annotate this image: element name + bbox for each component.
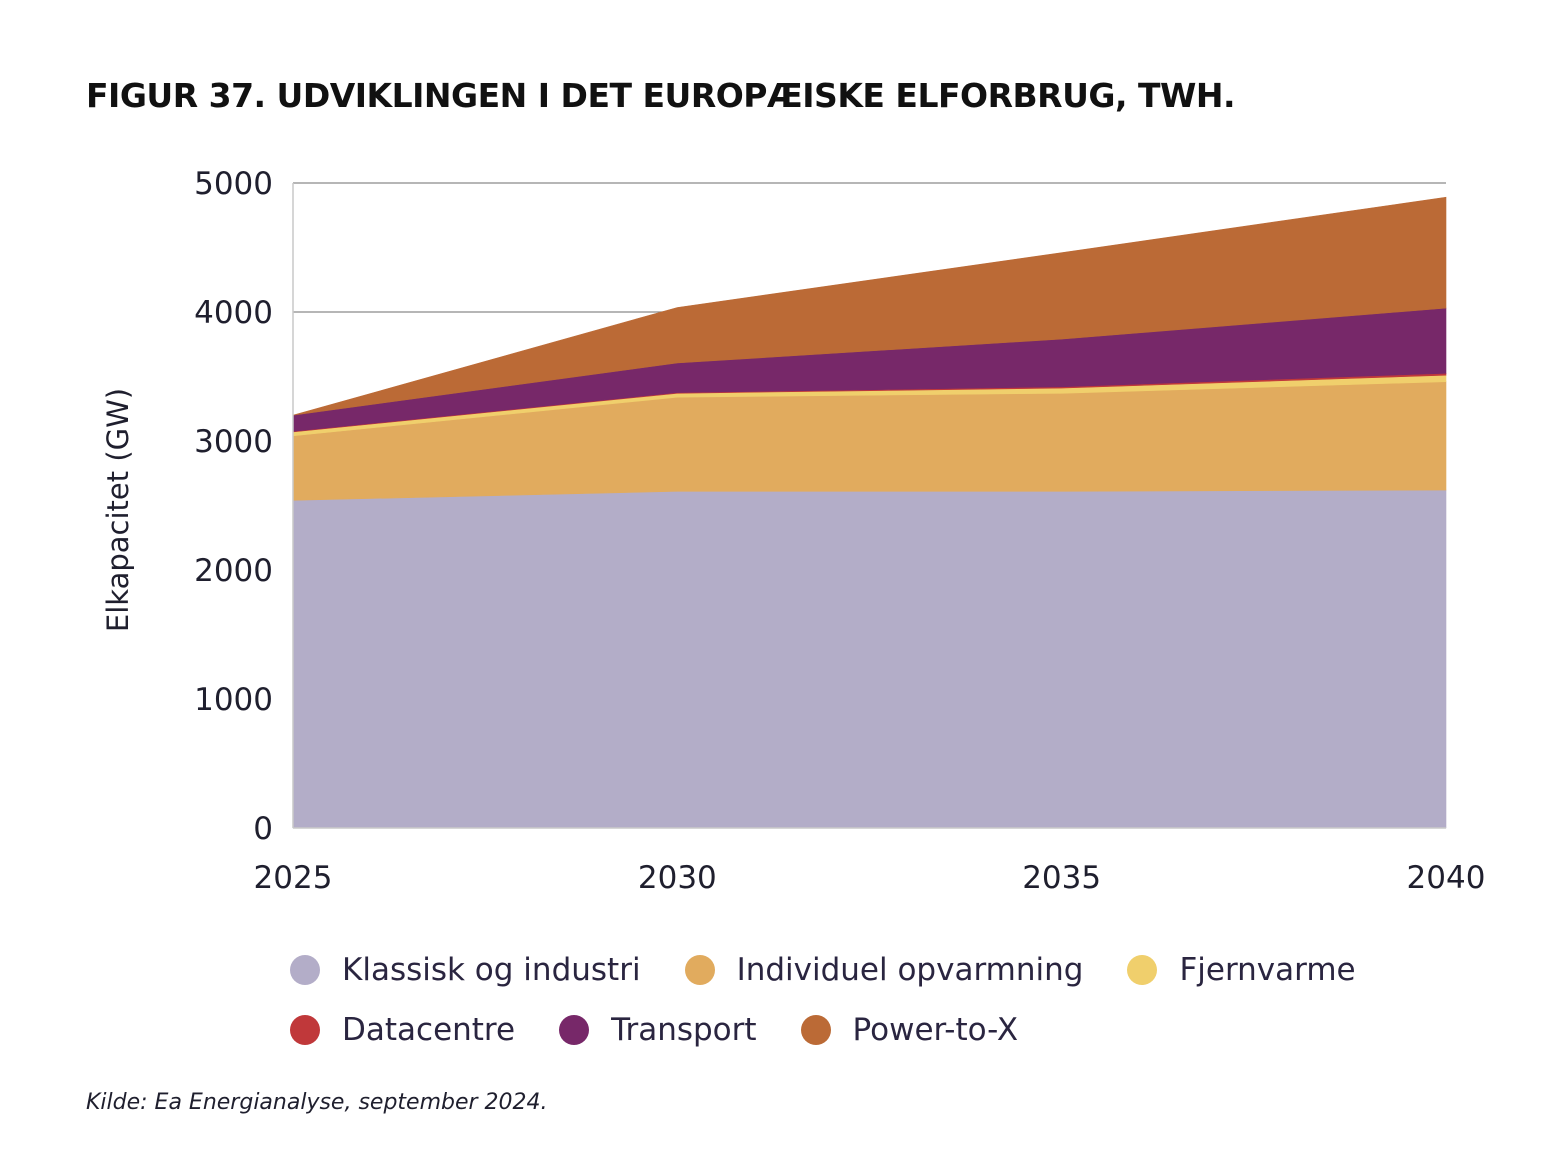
legend: Klassisk og industri Individuel opvarmni…: [290, 940, 1490, 1060]
legend-swatch: [684, 955, 715, 985]
y-tick-label: 5000: [194, 166, 273, 202]
legend-label: Klassisk og industri: [342, 952, 641, 988]
legend-swatch: [800, 1015, 831, 1045]
y-tick-label: 1000: [194, 682, 273, 718]
x-tick-label: 2035: [1022, 860, 1101, 896]
legend-item-datacentre: Datacentre: [290, 1012, 515, 1048]
x-tick-label: 2025: [254, 860, 333, 896]
y-tick-label: 3000: [194, 424, 273, 460]
y-tick-label: 0: [253, 811, 273, 847]
y-tick-label: 4000: [194, 295, 273, 331]
axes: 0 1000 2000 3000 4000 5000 2025 2030 2035 2040: [194, 166, 1485, 896]
legend-row-2: Datacentre Transport Power-to-X: [290, 1000, 1490, 1060]
series-areas: [292, 196, 1447, 829]
area-power-to-x: [292, 196, 1447, 416]
area-klassisk-og-industri: [292, 489, 1447, 829]
legend-swatch: [559, 1015, 590, 1045]
area-chart: 0 1000 2000 3000 4000 5000 2025 2030 2035 2040 El…: [101, 166, 1485, 896]
legend-label: Power-to-X: [852, 1012, 1019, 1048]
legend-item-individuel: Individuel opvarmning: [684, 952, 1084, 988]
legend-row-1: Klassisk og industri Individuel opvarmni…: [290, 940, 1490, 1000]
y-tick-label: 2000: [194, 553, 273, 589]
legend-item-power-to-x: Power-to-X: [800, 1012, 1019, 1048]
legend-swatch: [290, 1015, 320, 1045]
legend-swatch: [290, 955, 320, 985]
legend-item-fjernvarme: Fjernvarme: [1127, 952, 1356, 988]
x-tick-label: 2040: [1407, 860, 1486, 896]
y-axis-title: Elkapacitet (GW): [101, 388, 135, 632]
chart-title: FIGUR 37. UDVIKLINGEN I DET EUROPÆISKE E…: [86, 76, 1236, 115]
legend-label: Fjernvarme: [1179, 952, 1356, 988]
legend-label: Transport: [611, 1012, 757, 1048]
legend-item-klassisk: Klassisk og industri: [290, 952, 641, 988]
source-note: Kilde: Ea Energianalyse, september 2024.: [86, 1090, 548, 1115]
legend-label: Individuel opvarmning: [736, 952, 1084, 988]
legend-label: Datacentre: [342, 1012, 516, 1048]
legend-swatch: [1127, 955, 1158, 985]
x-tick-label: 2030: [638, 860, 717, 896]
legend-item-transport: Transport: [559, 1012, 757, 1048]
